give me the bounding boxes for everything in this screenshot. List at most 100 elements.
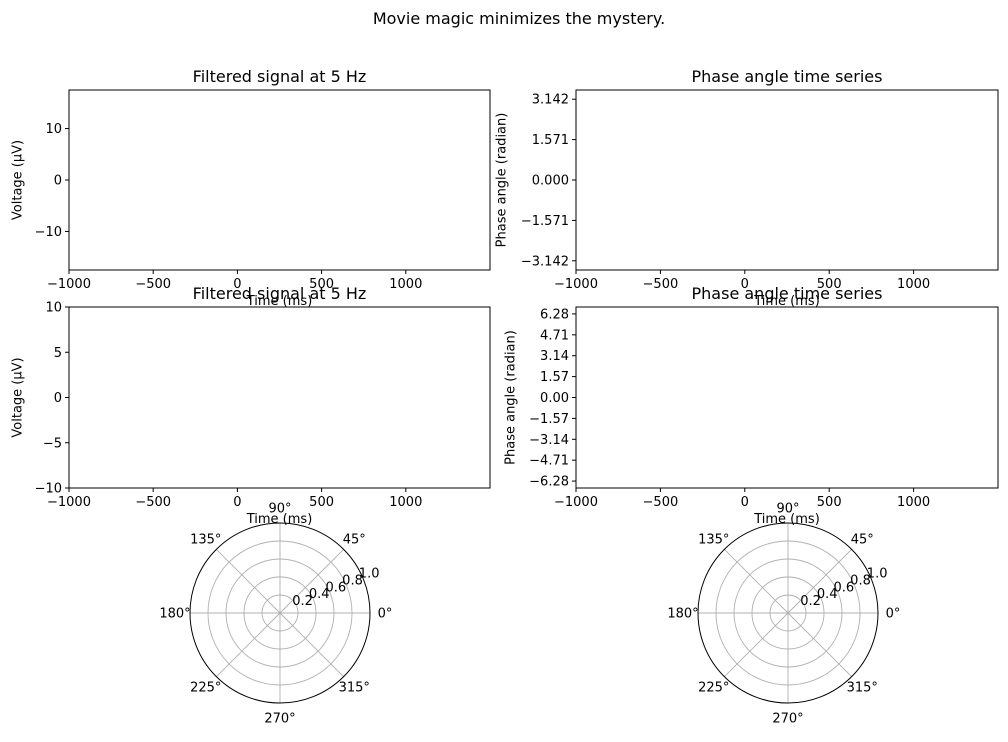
y-tick-label: 4.71 <box>540 328 569 343</box>
x-tick-label: 500 <box>817 495 842 510</box>
y-tick-label: 3.14 <box>540 349 569 364</box>
polar-outer-spine <box>697 522 879 704</box>
theta-tick-label: 270° <box>264 712 295 727</box>
x-tick-label: −1000 <box>554 495 598 510</box>
x-tick-label: 1000 <box>389 277 422 292</box>
y-tick-label: −10 <box>35 482 62 497</box>
x-tick-label: 1000 <box>897 495 930 510</box>
theta-tick-label: 225° <box>190 681 221 696</box>
y-axis-label: Voltage (µV) <box>11 357 26 437</box>
theta-tick-label: 0° <box>378 607 393 622</box>
r-tick-label: 0.4 <box>817 587 838 602</box>
x-axis-label: Time (ms) <box>753 294 820 309</box>
r-tick-label: 0.6 <box>326 580 347 595</box>
x-tick-label: 0 <box>741 495 749 510</box>
y-tick-label: −4.71 <box>529 454 569 469</box>
theta-tick-label: 90° <box>776 502 799 517</box>
x-axis-label: Time (ms) <box>246 512 313 527</box>
plot-area-frame <box>68 89 491 271</box>
theta-tick-label: 225° <box>698 681 729 696</box>
r-tick-label: 0.8 <box>342 573 363 588</box>
subplot-1: Filtered signal at 5 Hz −1000 −500 0 500 1000… <box>11 67 491 309</box>
y-tick-label: 10 <box>45 301 62 316</box>
y-tick-label: −3.14 <box>529 433 569 448</box>
y-tick-label: −1.571 <box>521 214 569 229</box>
y-tick-label: −5 <box>43 436 62 451</box>
theta-tick-label: 0° <box>886 607 901 622</box>
polar-outer-spine <box>189 522 371 704</box>
y-axis-label: Voltage (µV) <box>11 140 26 220</box>
y-tick-label: −3.142 <box>521 254 569 269</box>
axis-title: Phase angle time series <box>692 284 883 303</box>
y-tick-label: 0 <box>54 391 62 406</box>
plot-area-frame <box>575 89 999 271</box>
y-tick-label: 0.00 <box>540 391 569 406</box>
theta-tick-label: 135° <box>190 532 221 547</box>
axis-title: Filtered signal at 5 Hz <box>193 284 367 303</box>
x-tick-label: −500 <box>135 495 171 510</box>
y-tick-label: 1.57 <box>540 370 569 385</box>
y-tick-label: 6.28 <box>540 307 569 322</box>
y-tick-label: 1.571 <box>532 133 569 148</box>
theta-tick-label: 135° <box>698 532 729 547</box>
subplot-2: Phase angle time series −1000 −500 0 500 1000… <box>495 67 999 309</box>
x-axis-label: Time (ms) <box>246 294 313 309</box>
plot-area-frame <box>575 306 999 489</box>
r-tick-label: 1.0 <box>867 567 888 582</box>
angular-grid-spoke <box>216 612 281 677</box>
y-tick-label: −6.28 <box>529 475 569 490</box>
x-tick-label: 500 <box>309 495 334 510</box>
r-tick-label: 1.0 <box>359 567 380 582</box>
x-tick-label: −1000 <box>47 495 91 510</box>
x-tick-label: 0 <box>233 277 241 292</box>
angular-grid-spoke <box>787 549 852 614</box>
x-tick-label: 0 <box>741 277 749 292</box>
r-tick-label: 0.6 <box>834 580 855 595</box>
x-tick-label: 1000 <box>389 495 422 510</box>
angular-grid-spoke <box>724 612 789 677</box>
angular-grid-spoke <box>724 549 789 614</box>
angular-grid-spoke <box>279 612 344 677</box>
x-tick-label: 500 <box>817 277 842 292</box>
x-tick-label: −500 <box>643 277 679 292</box>
x-axis-label: Time (ms) <box>753 512 820 527</box>
y-axis-label: Phase angle (radian) <box>495 113 510 248</box>
x-tick-label: 500 <box>309 277 334 292</box>
y-tick-label: 10 <box>45 122 62 137</box>
axis-title: Filtered signal at 5 Hz <box>193 67 367 86</box>
x-tick-label: 1000 <box>897 277 930 292</box>
polar-subplot-1: 0° 45° 90° 135° 180° 225° 270° 315° 0.20.40.60.8… <box>159 502 392 727</box>
theta-tick-label: 180° <box>667 607 698 622</box>
subplot-4: Phase angle time series −1000 −500 0 500 1000… <box>504 284 999 527</box>
r-tick-label: 0.4 <box>309 587 330 602</box>
x-tick-label: −500 <box>643 495 679 510</box>
theta-tick-label: 270° <box>772 712 803 727</box>
x-tick-label: −1000 <box>554 277 598 292</box>
polar-subplot-2: 0° 45° 90° 135° 180° 225° 270° 315° 0.20.40.60.8… <box>667 502 900 727</box>
r-tick-label: 0.2 <box>800 594 821 609</box>
theta-tick-label: 90° <box>268 502 291 517</box>
r-tick-label: 0.8 <box>850 573 871 588</box>
figure-suptitle: Movie magic minimizes the mystery. <box>373 9 665 28</box>
angular-grid-spoke <box>787 612 852 677</box>
theta-tick-label: 315° <box>847 681 878 696</box>
theta-tick-label: 180° <box>159 607 190 622</box>
plot-area-frame <box>68 306 491 489</box>
theta-tick-label: 45° <box>343 532 366 547</box>
x-tick-label: 0 <box>233 495 241 510</box>
x-tick-label: −1000 <box>47 277 91 292</box>
y-axis-label: Phase angle (radian) <box>504 330 519 465</box>
axis-title: Phase angle time series <box>692 67 883 86</box>
angular-grid-spoke <box>279 549 344 614</box>
r-tick-label: 0.2 <box>292 594 313 609</box>
y-tick-label: −10 <box>35 225 62 240</box>
y-tick-label: −1.57 <box>529 412 569 427</box>
subplot-grid: Filtered signal at 5 Hz−1000 −500 0 500 1000… <box>11 67 999 727</box>
y-tick-label: 0 <box>54 174 62 189</box>
y-tick-label: 3.142 <box>532 93 569 108</box>
y-tick-label: 5 <box>54 346 62 361</box>
subplot-3: Filtered signal at 5 Hz −1000 −500 0 500 1000… <box>11 284 491 527</box>
y-tick-label: 0.000 <box>532 174 569 189</box>
x-tick-label: −500 <box>135 277 171 292</box>
